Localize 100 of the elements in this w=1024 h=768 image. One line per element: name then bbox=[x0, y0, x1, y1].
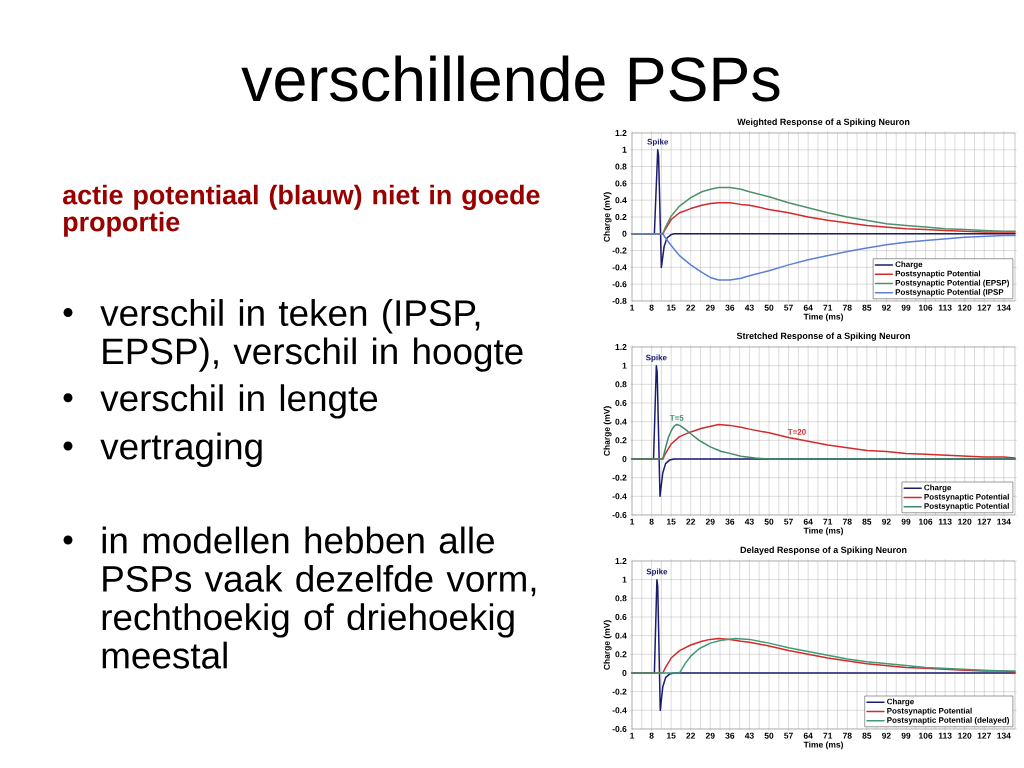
x-tick-label: 57 bbox=[784, 518, 793, 525]
x-tick-label: 43 bbox=[744, 732, 754, 739]
x-tick-label: 15 bbox=[666, 304, 676, 311]
x-tick-label: 29 bbox=[705, 732, 715, 739]
y-tick-label: 1 bbox=[622, 362, 627, 369]
x-tick-label: 78 bbox=[842, 518, 852, 525]
x-axis-title: Time (ms) bbox=[803, 527, 843, 536]
x-tick-label: 113 bbox=[938, 304, 952, 311]
y-tick-label: 0 bbox=[622, 230, 627, 237]
x-tick-label: 64 bbox=[803, 518, 813, 525]
y-tick-label: -0.2 bbox=[612, 474, 627, 481]
x-tick-label: 113 bbox=[938, 732, 952, 739]
y-tick-label: -0.6 bbox=[612, 281, 627, 288]
y-tick-label: 0.2 bbox=[615, 213, 627, 220]
chart-title: Stretched Response of a Spiking Neuron bbox=[736, 332, 910, 341]
x-tick-label: 29 bbox=[705, 518, 715, 525]
y-tick-label: -0.6 bbox=[612, 725, 627, 732]
y-tick-label: -0.2 bbox=[612, 688, 627, 695]
x-tick-label: 78 bbox=[842, 304, 852, 311]
x-axis-title: Time (ms) bbox=[803, 741, 843, 750]
x-tick-label: 15 bbox=[666, 518, 676, 525]
y-tick-label: -0.2 bbox=[612, 247, 627, 254]
y-tick-label: 0.8 bbox=[615, 381, 627, 388]
y-tick-label: -0.8 bbox=[612, 297, 627, 304]
y-tick-label: 0.6 bbox=[615, 180, 627, 187]
y-tick-label: -0.4 bbox=[612, 707, 627, 714]
x-tick-label: 22 bbox=[686, 518, 696, 525]
x-tick-label: 50 bbox=[764, 518, 774, 525]
text: actie potentiaal (blauw) niet in goede proportie bbox=[62, 184, 540, 237]
x-tick-label: 43 bbox=[744, 518, 754, 525]
x-tick-label: 106 bbox=[919, 518, 933, 525]
x-tick-label: 64 bbox=[803, 732, 813, 739]
x-tick-label: 106 bbox=[919, 732, 933, 739]
x-tick-label: 120 bbox=[958, 732, 972, 739]
y-tick-label: 1.2 bbox=[615, 344, 627, 350]
x-tick-label: 71 bbox=[823, 304, 833, 311]
x-tick-label: 78 bbox=[842, 732, 852, 739]
y-tick-label: -0.6 bbox=[612, 511, 627, 518]
y-axis-title: Charge (mV) bbox=[603, 620, 612, 670]
y-tick-label: 0.6 bbox=[615, 399, 627, 406]
x-tick-label: 92 bbox=[882, 732, 891, 739]
y-axis-title: Charge (mV) bbox=[603, 192, 612, 242]
x-tick-label: 36 bbox=[725, 304, 735, 311]
y-tick-label: 1 bbox=[622, 576, 627, 583]
x-tick-label: 99 bbox=[901, 518, 911, 525]
y-tick-label: 1.2 bbox=[615, 558, 627, 564]
x-tick-label: 99 bbox=[901, 732, 911, 739]
x-tick-label: 85 bbox=[862, 518, 872, 525]
x-tick-label: 71 bbox=[823, 518, 833, 525]
x-axis-title: Time (ms) bbox=[803, 313, 843, 322]
x-tick-label: 1 bbox=[630, 304, 635, 311]
y-tick-label: 0.4 bbox=[615, 197, 627, 204]
text: in modellen hebben alle PSPs vaak dezelfde vorm, rechthoekig of driehoekig meestal bbox=[102, 526, 536, 669]
x-tick-label: 134 bbox=[997, 518, 1011, 525]
text: verschil in lengte bbox=[100, 384, 378, 419]
y-tick-label: 0 bbox=[622, 669, 627, 676]
y-tick-label: 1.2 bbox=[615, 130, 627, 136]
x-tick-label: 127 bbox=[977, 518, 991, 525]
x-tick-label: 8 bbox=[649, 732, 654, 739]
x-tick-label: 134 bbox=[997, 304, 1011, 311]
y-tick-label: 1 bbox=[622, 146, 627, 153]
x-tick-label: 92 bbox=[882, 518, 891, 525]
x-tick-label: 36 bbox=[725, 518, 735, 525]
y-tick-label: 0.8 bbox=[615, 163, 627, 170]
x-tick-label: 127 bbox=[977, 732, 991, 739]
x-tick-label: 50 bbox=[764, 304, 774, 311]
x-tick-label: 50 bbox=[764, 732, 774, 739]
y-tick-label: -0.4 bbox=[612, 264, 627, 271]
x-tick-label: 106 bbox=[919, 304, 933, 311]
y-tick-label: 0 bbox=[622, 455, 627, 462]
x-tick-label: 134 bbox=[997, 732, 1011, 739]
x-tick-label: 15 bbox=[666, 732, 676, 739]
chart-title: Weighted Response of a Spiking Neuron bbox=[737, 118, 910, 127]
x-tick-label: 22 bbox=[686, 732, 696, 739]
x-tick-label: 120 bbox=[958, 304, 972, 311]
x-tick-label: 120 bbox=[958, 518, 972, 525]
y-tick-label: -0.4 bbox=[612, 493, 627, 500]
y-tick-label: 0.6 bbox=[615, 613, 627, 620]
y-tick-label: 0.4 bbox=[615, 632, 627, 639]
text: vertraging bbox=[100, 432, 262, 467]
text: verschillende PSPs bbox=[241, 55, 780, 102]
x-tick-label: 64 bbox=[803, 304, 813, 311]
chart-title: Delayed Response of a Spiking Neuron bbox=[740, 546, 907, 555]
x-tick-label: 85 bbox=[862, 304, 872, 311]
x-tick-label: 1 bbox=[630, 518, 635, 525]
y-axis-title: Charge (mV) bbox=[603, 406, 612, 456]
x-tick-label: 57 bbox=[784, 732, 793, 739]
x-tick-label: 99 bbox=[901, 304, 911, 311]
x-tick-label: 8 bbox=[649, 304, 654, 311]
x-tick-label: 43 bbox=[744, 304, 754, 311]
y-tick-label: 0.2 bbox=[615, 651, 627, 658]
y-tick-label: 0.4 bbox=[615, 418, 627, 425]
x-tick-label: 8 bbox=[649, 518, 654, 525]
x-tick-label: 22 bbox=[686, 304, 696, 311]
x-tick-label: 57 bbox=[784, 304, 793, 311]
x-tick-label: 29 bbox=[705, 304, 715, 311]
y-tick-label: 0.2 bbox=[615, 437, 627, 444]
x-tick-label: 36 bbox=[725, 732, 735, 739]
x-tick-label: 92 bbox=[882, 304, 891, 311]
x-tick-label: 85 bbox=[862, 732, 872, 739]
